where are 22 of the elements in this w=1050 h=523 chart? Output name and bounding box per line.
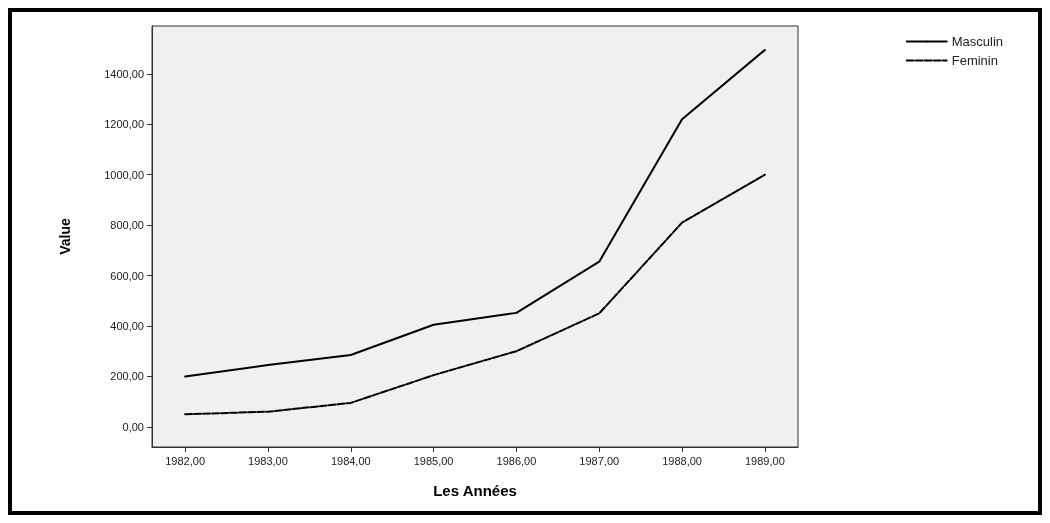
x-tick-label: 1987,00 — [579, 454, 620, 467]
legend-label: Feminin — [951, 53, 998, 68]
y-tick-label: 200,00 — [110, 370, 144, 383]
y-tick-label: 1200,00 — [104, 118, 144, 131]
x-tick-label: 1988,00 — [662, 454, 702, 467]
x-tick-label: 1985,00 — [413, 454, 454, 467]
y-tick-label: 600,00 — [110, 269, 144, 282]
y-tick-label: 400,00 — [110, 319, 144, 332]
y-tick-label: 1000,00 — [104, 168, 144, 181]
y-tick-label: 0,00 — [122, 420, 144, 433]
x-tick-label: 1986,00 — [496, 454, 537, 467]
x-tick-label: 1984,00 — [330, 454, 371, 467]
x-tick-label: 1982,00 — [165, 454, 206, 467]
x-tick-label: 1983,00 — [248, 454, 288, 467]
y-axis-title: Value — [57, 218, 73, 255]
legend-label: Masculin — [951, 34, 1003, 49]
line-series — [184, 173, 766, 416]
x-axis-title: Les Années — [433, 482, 517, 499]
y-tick-label: 1400,00 — [104, 67, 144, 80]
x-tick-label: 1989,00 — [744, 454, 785, 467]
y-tick-label: 800,00 — [110, 219, 144, 232]
line-series — [184, 48, 766, 378]
